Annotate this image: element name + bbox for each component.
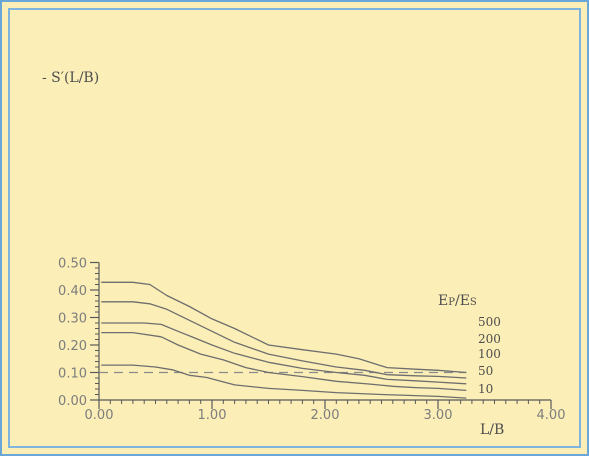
- x-tick-label: 2.00: [311, 408, 340, 423]
- legend-title-part: E: [438, 293, 448, 309]
- series-label-50: 50: [478, 364, 493, 378]
- x-tick-label: 1.00: [198, 408, 227, 423]
- x-tick-label: 4.00: [537, 408, 566, 423]
- legend-title-part: P: [448, 297, 455, 308]
- series-label-100: 100: [478, 347, 501, 361]
- y-tick-label: 0.20: [58, 339, 87, 354]
- series-line-50: [101, 331, 467, 392]
- y-tick-label: 0.30: [58, 312, 87, 327]
- series-line-10: [101, 364, 467, 399]
- chart-inner-border: [8, 8, 581, 448]
- x-tick-label: 0.00: [85, 408, 114, 423]
- series-line-500: [101, 281, 467, 374]
- x-axis-label: L/B: [480, 422, 504, 438]
- series-line-200: [101, 301, 467, 379]
- y-axis-label: - S′(L/B): [42, 70, 99, 86]
- series-label-10: 10: [478, 382, 493, 396]
- legend-title: EP/ES: [438, 293, 477, 309]
- y-tick-label: 0.40: [58, 284, 87, 299]
- series-line-100: [101, 322, 467, 385]
- legend-title-part: /: [455, 293, 460, 309]
- series-label-500: 500: [478, 315, 501, 329]
- y-tick-label: 0.50: [58, 257, 87, 272]
- series-label-200: 200: [478, 332, 501, 346]
- y-tick-label: 0.00: [58, 394, 87, 409]
- y-tick-label: 0.10: [58, 367, 87, 382]
- legend-title-part: S: [470, 297, 477, 308]
- x-tick-label: 3.00: [424, 408, 453, 423]
- legend-title-part: E: [460, 293, 470, 309]
